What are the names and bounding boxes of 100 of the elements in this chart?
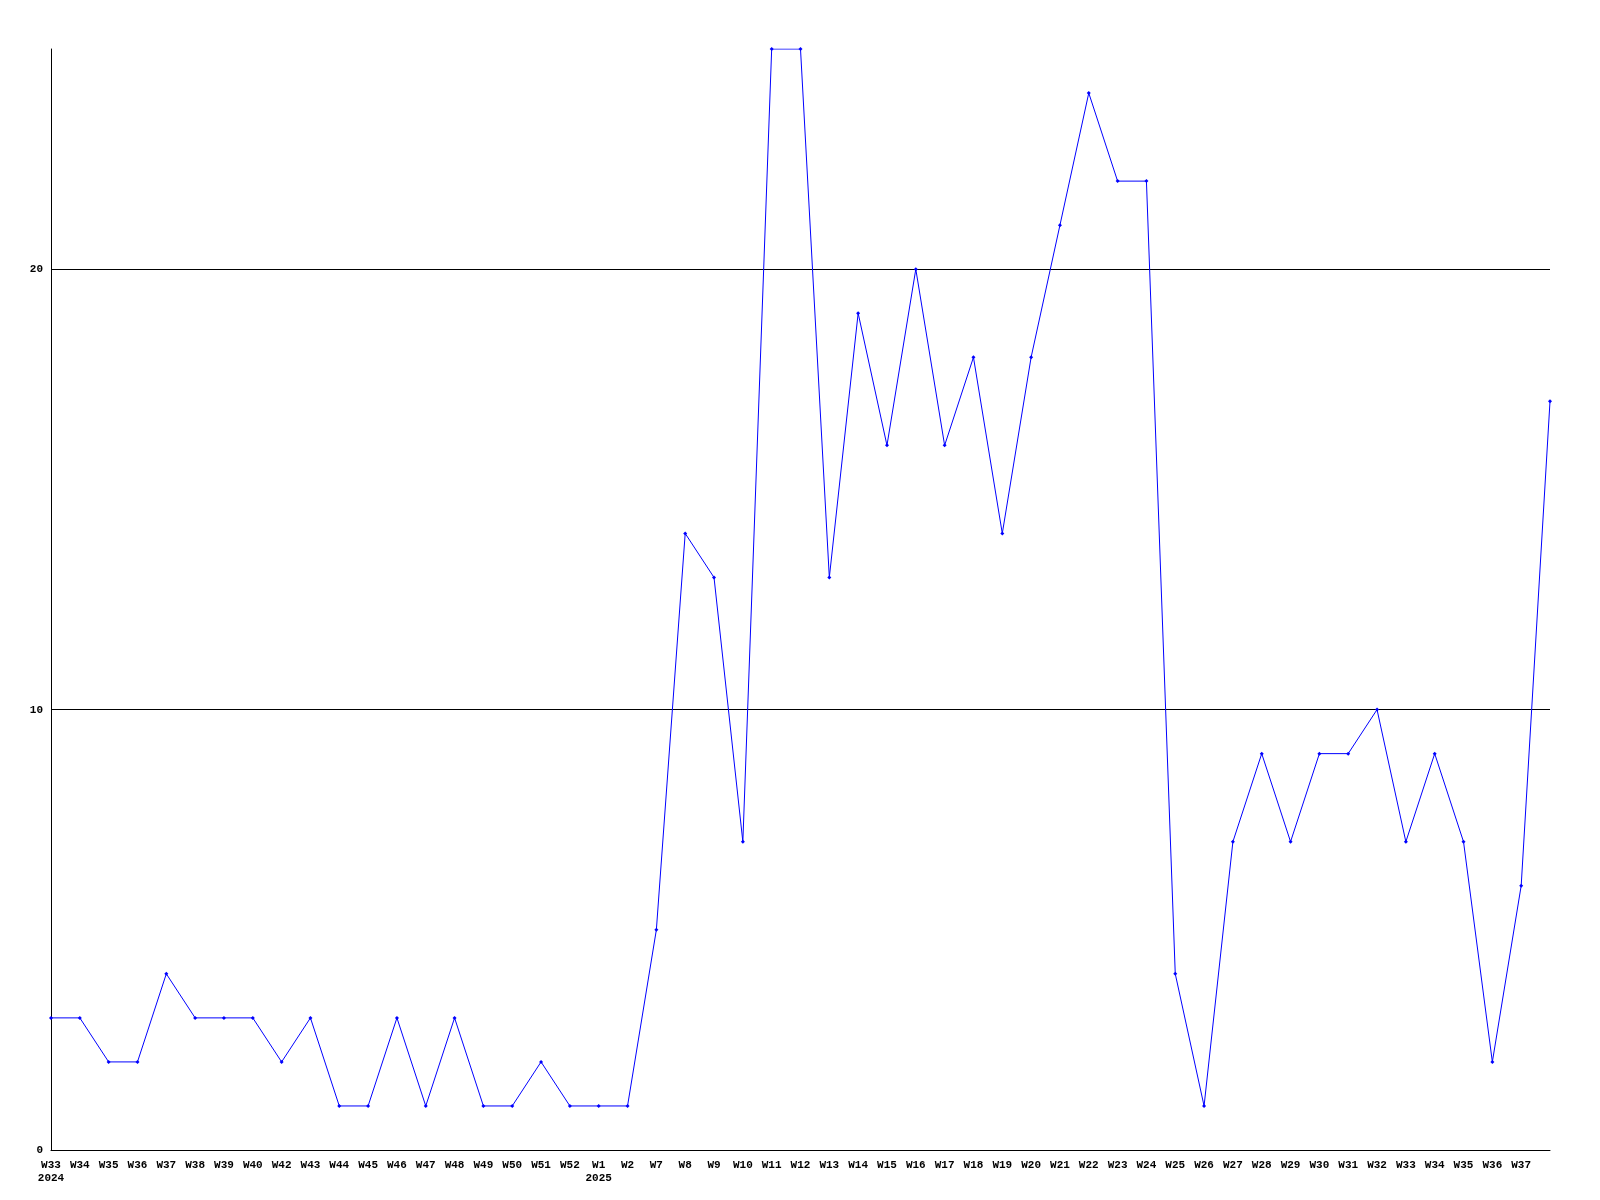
x-tick-label: W36 (1482, 1158, 1503, 1171)
point (1144, 179, 1149, 184)
x-tick-label: W45 (358, 1158, 379, 1171)
x-tick-label: W37 (156, 1158, 177, 1171)
y-tick-label: 20 (29, 263, 43, 276)
point (596, 1103, 601, 1108)
point (337, 1103, 342, 1108)
point (827, 575, 832, 580)
point (106, 1059, 111, 1064)
point (308, 1015, 313, 1020)
x-tick-label: W10 (732, 1158, 753, 1171)
point (510, 1103, 515, 1108)
point (683, 531, 688, 536)
point (1375, 707, 1380, 712)
x-tick-label: W40 (242, 1158, 263, 1171)
point (769, 47, 774, 51)
y-tick-label: 0 (36, 1144, 43, 1156)
x-tick-label: W27 (1223, 1158, 1243, 1171)
x-tick-label: W34 (1424, 1158, 1445, 1171)
point (740, 839, 745, 844)
point (394, 1015, 399, 1020)
point (712, 575, 717, 580)
x-tick-label: W33 (1395, 1158, 1417, 1171)
x-tick-label: W51 (531, 1158, 552, 1171)
x-tick-label: W50 (502, 1158, 523, 1171)
x-tick-label: W46 (387, 1158, 407, 1171)
x-tick-label: W24 (1136, 1158, 1157, 1171)
x-tick-label: W35 (98, 1158, 119, 1171)
point (1259, 751, 1264, 756)
x-tick-label: W33 2024 (37, 1158, 65, 1184)
x-tick-label: W9 (707, 1158, 721, 1171)
x-tick-label: W1 2025 (585, 1158, 613, 1184)
point (193, 1015, 198, 1020)
point (654, 927, 659, 932)
point (971, 355, 976, 360)
x-tick-label: W35 (1453, 1158, 1474, 1171)
x-tick-label: W48 (444, 1158, 465, 1171)
x-tick-label: W11 (761, 1158, 782, 1171)
x-tick-label: W30 (1309, 1158, 1330, 1171)
point (481, 1103, 486, 1108)
point (1346, 751, 1351, 756)
x-tick-label: W44 (329, 1158, 350, 1171)
point (1490, 1059, 1495, 1064)
x-tick-label: W34 (69, 1158, 91, 1171)
x-tick-label: W26 (1194, 1158, 1214, 1171)
point (913, 267, 918, 272)
point (1202, 1103, 1207, 1108)
x-tick-label: W12 (790, 1158, 811, 1171)
point (164, 971, 169, 976)
x-tick-label: W13 (819, 1158, 840, 1171)
x-tick-label: W32 (1367, 1158, 1387, 1171)
point (942, 443, 947, 448)
point (135, 1059, 140, 1064)
x-tick-label: W37 (1511, 1158, 1532, 1171)
x-tick-label: W42 (271, 1158, 292, 1171)
point (1086, 91, 1091, 96)
x-tick-label: W28 (1251, 1158, 1273, 1171)
point (1230, 839, 1235, 844)
x-tick-label: W15 (877, 1158, 898, 1171)
point (1029, 355, 1034, 360)
x-tick-label: W22 (1078, 1158, 1099, 1171)
x-tick-label: W25 (1165, 1158, 1186, 1171)
point (567, 1103, 572, 1108)
x-tick-label: W20 (1021, 1158, 1042, 1171)
point (1548, 399, 1552, 404)
x-tick-label: W52 (559, 1158, 580, 1171)
point (539, 1059, 544, 1064)
x-tick-label: W49 (473, 1158, 494, 1171)
x-tick-label: W21 (1050, 1158, 1071, 1171)
point (452, 1015, 457, 1020)
x-tick-label: W31 (1338, 1158, 1359, 1171)
point (1432, 751, 1437, 756)
x-tick-label: W29 (1280, 1158, 1301, 1171)
x-tick-label: W39 (214, 1158, 234, 1171)
point (1317, 751, 1322, 756)
point (366, 1103, 371, 1108)
point (1288, 839, 1293, 844)
point (1519, 883, 1524, 888)
point (1173, 971, 1178, 976)
point (1115, 179, 1120, 184)
x-tick-label: W16 (905, 1158, 926, 1171)
x-tick-label: W2 (620, 1158, 635, 1171)
line-series (49, 47, 1552, 1108)
y-tick-label: 10 (29, 703, 43, 716)
point (1403, 839, 1408, 844)
x-tick-label: W7 (649, 1158, 663, 1171)
x-tick-label: W47 (415, 1158, 436, 1171)
x-tick-label: W8 (678, 1158, 693, 1171)
x-tick-label: W19 (992, 1158, 1013, 1171)
point (77, 1015, 82, 1020)
x-tick-label: W17 (934, 1158, 955, 1171)
x-tick-label: W43 (300, 1158, 321, 1171)
x-tick-label: W23 (1107, 1158, 1128, 1171)
point (49, 1015, 53, 1020)
x-tick-label: W36 (127, 1158, 148, 1171)
point (221, 1015, 226, 1020)
x-tick-label: W14 (848, 1158, 869, 1171)
point (1057, 223, 1062, 228)
x-tick-label: W38 (185, 1158, 206, 1171)
point (884, 443, 889, 448)
